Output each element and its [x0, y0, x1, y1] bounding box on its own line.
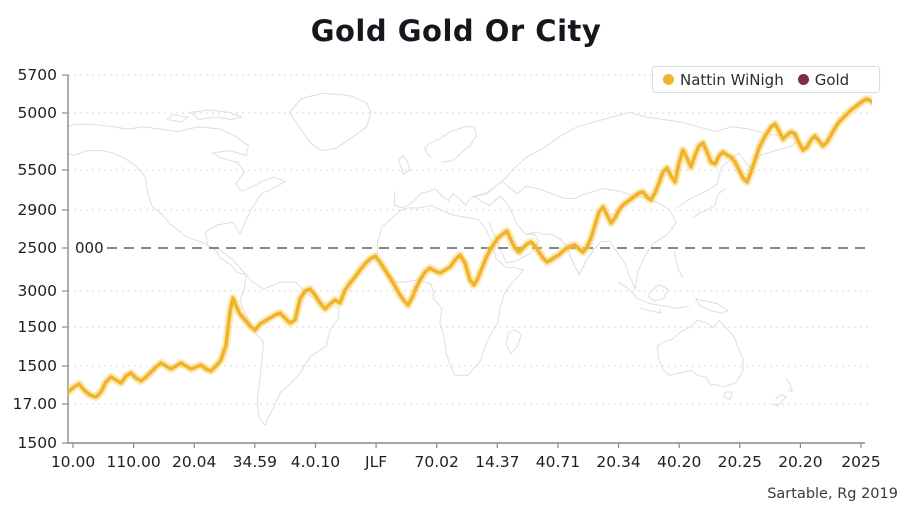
- map-landmass: [673, 250, 684, 278]
- price-line[interactable]: [68, 97, 875, 399]
- map-landmass: [189, 109, 243, 120]
- y-axis-label: 1500: [18, 318, 57, 336]
- map-landmass: [505, 329, 522, 355]
- reference-line-label: 000: [75, 239, 104, 257]
- series2-dot-icon: [797, 74, 809, 85]
- map-landmass: [424, 126, 477, 163]
- map-landmass: [473, 181, 677, 290]
- map-landmass: [647, 283, 669, 302]
- map-landmass: [288, 92, 372, 152]
- x-axis-label: 40.20: [657, 453, 701, 471]
- y-axis-label: 2900: [18, 201, 57, 219]
- y-axis-label: 3000: [18, 282, 57, 300]
- legend-label-series1: Nattin WiNigh: [680, 70, 784, 89]
- map-landmass: [695, 298, 729, 314]
- map-landmass: [501, 111, 800, 209]
- map-landmass: [488, 222, 540, 264]
- map-landmass: [68, 123, 286, 276]
- map-landmass: [398, 154, 411, 175]
- legend-item-series2[interactable]: Gold: [797, 70, 850, 89]
- map-landmass: [772, 393, 787, 407]
- x-axis-labels: 10.00 110.00 20.04 34.59 4.0.10 JLF 70.02 14.37…: [51, 443, 881, 471]
- x-axis-label: 2025: [841, 453, 880, 471]
- y-axis-label: 1500: [18, 357, 57, 375]
- x-axis-label: JLF: [364, 453, 387, 471]
- map-landmass: [239, 274, 340, 426]
- world-map-background: [68, 92, 800, 426]
- x-axis-label: 20.20: [778, 453, 822, 471]
- map-landmass: [693, 188, 727, 218]
- map-landmass: [785, 377, 793, 393]
- y-axis-label: 5700: [18, 66, 57, 84]
- y-axis-label: 5000: [18, 104, 57, 122]
- legend-item-series1[interactable]: Nattin WiNigh: [663, 71, 784, 89]
- source-caption: Sartable, Rg 2019: [767, 486, 898, 502]
- x-axis-label: 70.02: [415, 453, 459, 471]
- x-axis-label: 20.04: [172, 453, 216, 471]
- legend: Nattin WiNigh Gold: [652, 66, 880, 93]
- page-title: Gold Gold Or City: [310, 14, 602, 48]
- x-axis-label: 20.25: [718, 453, 762, 471]
- x-axis-label: 40.71: [536, 453, 580, 471]
- map-landmass: [376, 205, 525, 376]
- series1-dot-icon: [663, 74, 674, 85]
- y-axis-label: 2500: [18, 239, 57, 257]
- x-axis-label: 110.00: [106, 453, 160, 471]
- y-axis-label: 1500: [18, 434, 57, 452]
- x-axis-label: 20.34: [596, 453, 640, 471]
- x-axis-label: 34.59: [233, 453, 277, 471]
- map-landmass: [723, 391, 733, 400]
- gridlines: 5700 5000 5500 2900 2500 3000 1500 1500 17.00 150…: [13, 66, 872, 452]
- map-landmass: [639, 307, 662, 314]
- x-axis-label: 14.37: [475, 453, 519, 471]
- map-landmass: [618, 281, 690, 309]
- map-landmass: [656, 319, 744, 388]
- y-axis-label: 5500: [18, 161, 57, 179]
- legend-label-series2: Gold: [814, 70, 850, 89]
- x-axis-label: 10.00: [51, 453, 95, 471]
- map-landmass: [166, 114, 189, 123]
- y-axis-label: 17.00: [13, 395, 57, 413]
- x-axis-label: 4.0.10: [291, 453, 340, 471]
